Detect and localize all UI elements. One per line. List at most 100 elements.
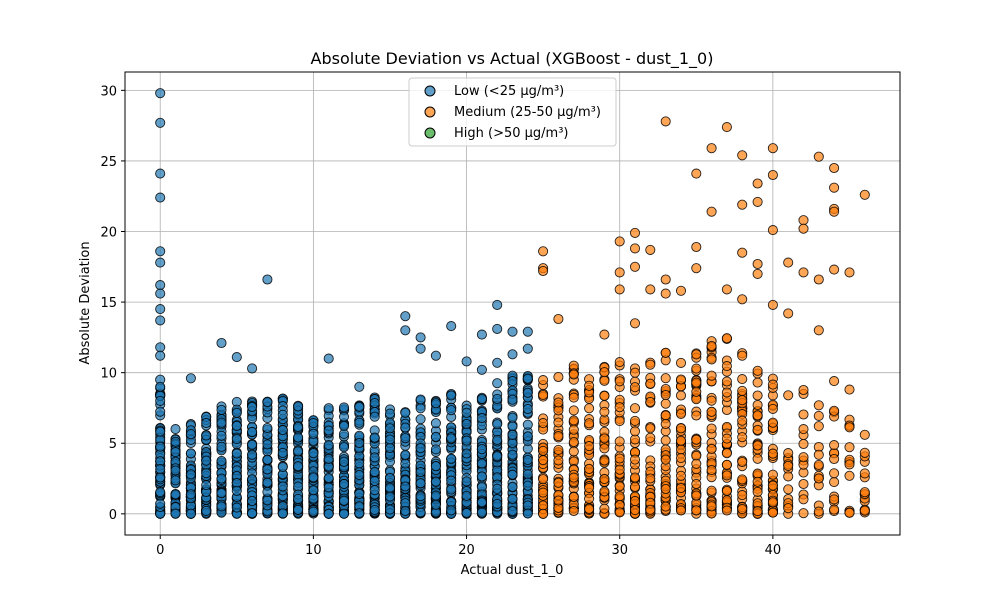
- medium-point: [660, 288, 671, 299]
- medium-point: [813, 421, 824, 432]
- medium-point: [721, 485, 732, 497]
- low-point: [293, 461, 304, 472]
- low-point: [247, 401, 258, 413]
- low-point: [476, 507, 487, 518]
- medium-point: [568, 491, 579, 503]
- low-point: [231, 502, 242, 513]
- medium-point: [767, 480, 778, 491]
- low-point: [231, 352, 242, 363]
- medium-point: [737, 474, 748, 485]
- medium-point: [737, 395, 748, 406]
- medium-point: [599, 433, 610, 444]
- low-point: [384, 491, 396, 502]
- medium-point: [584, 380, 595, 391]
- legend: Low (<25 µg/m³) Medium (25-50 µg/m³) Hig…: [408, 77, 617, 147]
- low-point: [400, 422, 411, 433]
- low-point: [430, 418, 441, 429]
- low-point: [293, 432, 304, 443]
- medium-point: [783, 471, 794, 482]
- low-point: [308, 506, 319, 517]
- low-point: [522, 343, 533, 354]
- medium-point: [721, 387, 732, 398]
- medium-point: [568, 446, 579, 457]
- medium-point: [645, 284, 656, 295]
- low-point: [492, 299, 503, 310]
- low-point: [492, 483, 503, 494]
- low-point: [247, 426, 258, 437]
- low-point: [430, 490, 441, 501]
- medium-point: [767, 507, 778, 518]
- medium-point: [859, 468, 870, 479]
- low-point: [507, 449, 518, 460]
- medium-point: [691, 377, 702, 388]
- low-point: [476, 458, 487, 469]
- medium-point: [844, 442, 855, 453]
- medium-point: [691, 263, 702, 274]
- medium-point: [660, 389, 671, 401]
- low-point: [522, 480, 533, 491]
- medium-point: [813, 151, 824, 162]
- low-point: [231, 420, 242, 431]
- medium-point: [568, 505, 579, 517]
- medium-point: [721, 333, 732, 344]
- low-point: [369, 397, 380, 409]
- medium-point: [844, 384, 855, 395]
- x-tick-label: 40: [765, 543, 782, 558]
- low-point: [155, 381, 166, 392]
- y-tick-label: 25: [100, 155, 117, 170]
- low-point: [461, 448, 472, 459]
- medium-point: [706, 423, 717, 434]
- low-point: [262, 477, 273, 488]
- low-point: [430, 461, 441, 472]
- y-tick-label: 30: [100, 84, 117, 99]
- low-point: [461, 490, 472, 501]
- medium-point: [691, 410, 702, 421]
- low-point: [323, 508, 334, 519]
- medium-point: [538, 265, 549, 277]
- medium-point: [706, 501, 717, 512]
- medium-point: [737, 415, 748, 426]
- medium-point: [721, 433, 732, 444]
- low-point: [354, 508, 365, 519]
- medium-point: [538, 474, 549, 485]
- low-point: [323, 425, 334, 436]
- low-point: [476, 329, 487, 340]
- medium-point: [737, 350, 748, 361]
- medium-point: [721, 122, 732, 133]
- low-point: [155, 498, 166, 509]
- medium-point: [829, 468, 840, 479]
- low-point: [170, 436, 181, 447]
- low-point: [262, 439, 273, 450]
- medium-point: [767, 299, 778, 310]
- medium-point: [538, 500, 549, 511]
- medium-point: [660, 398, 671, 409]
- medium-point: [813, 400, 824, 411]
- medium-point: [721, 284, 732, 295]
- low-point: [155, 304, 166, 315]
- low-point: [338, 420, 350, 432]
- low-point: [430, 499, 441, 510]
- medium-point: [752, 196, 763, 207]
- low-point: [400, 458, 411, 469]
- low-point: [231, 407, 242, 418]
- medium-point: [691, 349, 702, 360]
- low-point: [323, 403, 334, 414]
- low-point: [400, 505, 411, 517]
- low-point: [216, 441, 227, 452]
- medium-point: [645, 423, 656, 434]
- x-axis-label: Actual dust_1_0: [461, 563, 564, 578]
- low-point: [262, 422, 273, 434]
- medium-point: [752, 390, 763, 401]
- medium-point: [538, 246, 549, 257]
- medium-point: [706, 443, 717, 455]
- medium-point: [829, 264, 840, 275]
- y-tick-label: 10: [100, 367, 117, 382]
- low-point: [384, 434, 396, 445]
- medium-point: [737, 374, 748, 385]
- medium-point: [584, 503, 595, 514]
- low-point: [354, 381, 365, 392]
- low-point: [216, 455, 227, 466]
- medium-point: [798, 508, 809, 519]
- medium-point: [675, 453, 687, 464]
- medium-point: [706, 406, 717, 417]
